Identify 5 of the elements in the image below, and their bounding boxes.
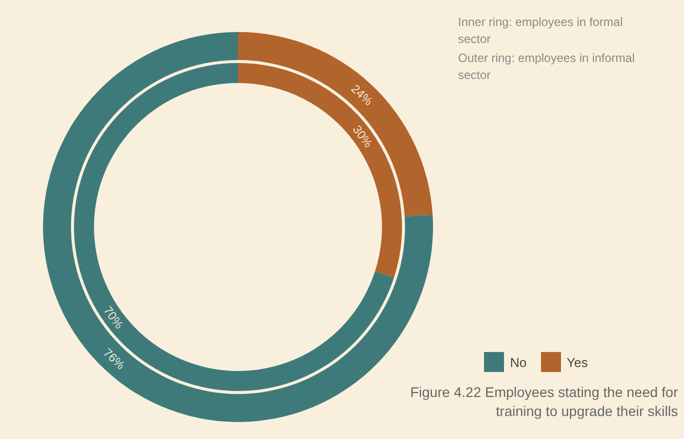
text: Outer ring: employees in informal sector bbox=[458, 50, 636, 84]
text: Figure 4.22 Employees stating the need for training to upgrade their skills bbox=[409, 383, 678, 421]
legend-label: No bbox=[510, 354, 527, 370]
legend-label: Yes bbox=[566, 354, 588, 370]
text: Inner ring: employees in formal sector bbox=[458, 14, 624, 48]
